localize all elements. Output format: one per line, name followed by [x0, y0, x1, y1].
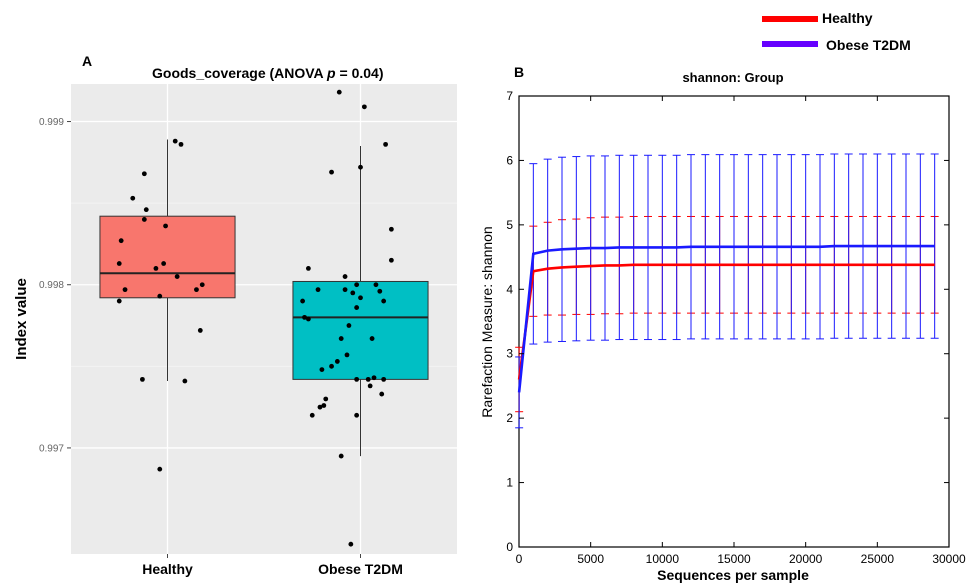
data-point [345, 353, 350, 358]
data-point [179, 142, 184, 147]
data-point [354, 282, 359, 287]
data-point [117, 299, 122, 304]
data-point [354, 377, 359, 382]
data-point [130, 196, 135, 201]
panel-a-label: A [82, 53, 92, 69]
data-point [144, 207, 149, 212]
data-point [347, 323, 352, 328]
data-point [366, 377, 371, 382]
x-tick-label: 25000 [861, 552, 895, 566]
x-tick-label: 10000 [646, 552, 680, 566]
data-point [374, 282, 379, 287]
y-tick-label: 0.999 [39, 117, 64, 128]
data-point [157, 294, 162, 299]
data-point [300, 299, 305, 304]
y-tick-label: 5 [506, 218, 513, 232]
data-point [335, 359, 340, 364]
data-point [173, 139, 178, 144]
panel-b-label: B [514, 64, 524, 80]
data-point [381, 377, 386, 382]
data-point [383, 142, 388, 147]
data-point [194, 287, 199, 292]
data-point [175, 274, 180, 279]
panel-a-title-prefix: Goods_coverage (ANOVA [152, 65, 327, 81]
data-point [140, 377, 145, 382]
panel-b-title: shannon: Group [682, 70, 783, 85]
panel-a-boxplot: A Goods_coverage (ANOVA p = 0.04) 0.9970… [13, 53, 457, 577]
data-point [123, 287, 128, 292]
panel-b-x-axis-label: Sequences per sample [657, 567, 809, 583]
data-point [163, 224, 168, 229]
data-point [337, 90, 342, 95]
y-tick-label: 0.998 [39, 280, 64, 291]
y-tick-label: 7 [506, 89, 513, 103]
y-tick-label: 0.997 [39, 443, 64, 454]
data-point [310, 413, 315, 418]
data-point [358, 165, 363, 170]
y-tick-label: 3 [506, 347, 513, 361]
data-point [389, 258, 394, 263]
data-point [320, 367, 325, 372]
x-tick-label: 15000 [717, 552, 751, 566]
legend-label-obese-t2dm: Obese T2DM [826, 37, 911, 53]
data-point [372, 375, 377, 380]
x-tick-label-healthy: Healthy [142, 561, 193, 577]
data-point [354, 413, 359, 418]
data-point [381, 299, 386, 304]
data-point [323, 397, 328, 402]
panel-a-x-ticks: Healthy Obese T2DM [142, 554, 403, 577]
data-point [117, 261, 122, 266]
data-point [161, 261, 166, 266]
box-body [100, 216, 235, 298]
data-point [321, 403, 326, 408]
y-tick-label: 0 [506, 540, 513, 554]
x-tick-label: 20000 [789, 552, 823, 566]
data-point [329, 170, 334, 175]
data-point [316, 287, 321, 292]
y-tick-label: 6 [506, 153, 513, 167]
panel-a-title-italic: p [326, 65, 336, 81]
data-point [389, 227, 394, 232]
data-point [329, 364, 334, 369]
data-point [362, 104, 367, 109]
data-point [157, 467, 162, 472]
data-point [358, 295, 363, 300]
data-point [142, 171, 147, 176]
data-point [379, 392, 384, 397]
y-tick-label: 2 [506, 411, 513, 425]
data-point [119, 238, 124, 243]
panel-b-rarefaction: B shannon: Group 0 1 2 3 4 5 6 7 0 5000 10000 1500… [479, 64, 966, 583]
data-point [198, 328, 203, 333]
data-point [182, 379, 187, 384]
data-point [348, 542, 353, 547]
legend: Healthy Obese T2DM [762, 10, 911, 53]
x-tick-label: 0 [516, 552, 523, 566]
data-point [368, 384, 373, 389]
data-point [350, 290, 355, 295]
data-point [343, 274, 348, 279]
legend-label-healthy: Healthy [822, 10, 873, 26]
data-point [377, 289, 382, 294]
data-point [343, 287, 348, 292]
data-point [339, 454, 344, 459]
panel-a-y-axis-label: Index value [13, 278, 30, 360]
panel-a-title-suffix: = 0.04) [336, 65, 384, 81]
panel-a-title: Goods_coverage (ANOVA p = 0.04) [152, 65, 383, 81]
y-tick-label: 4 [506, 282, 513, 296]
x-tick-label-obese-t2dm: Obese T2DM [318, 561, 403, 577]
data-point [306, 266, 311, 271]
x-tick-label: 30000 [932, 552, 966, 566]
data-point [142, 217, 147, 222]
data-point [200, 282, 205, 287]
data-point [306, 317, 311, 322]
data-point [354, 305, 359, 310]
data-point [339, 336, 344, 341]
panel-b-y-axis-label: Rarefaction Measure: shannon [479, 226, 495, 417]
data-point [370, 336, 375, 341]
panel-a-y-ticks: 0.997 0.998 0.999 [39, 117, 71, 454]
y-tick-label: 1 [506, 476, 513, 490]
x-tick-label: 5000 [577, 552, 604, 566]
data-point [154, 266, 159, 271]
